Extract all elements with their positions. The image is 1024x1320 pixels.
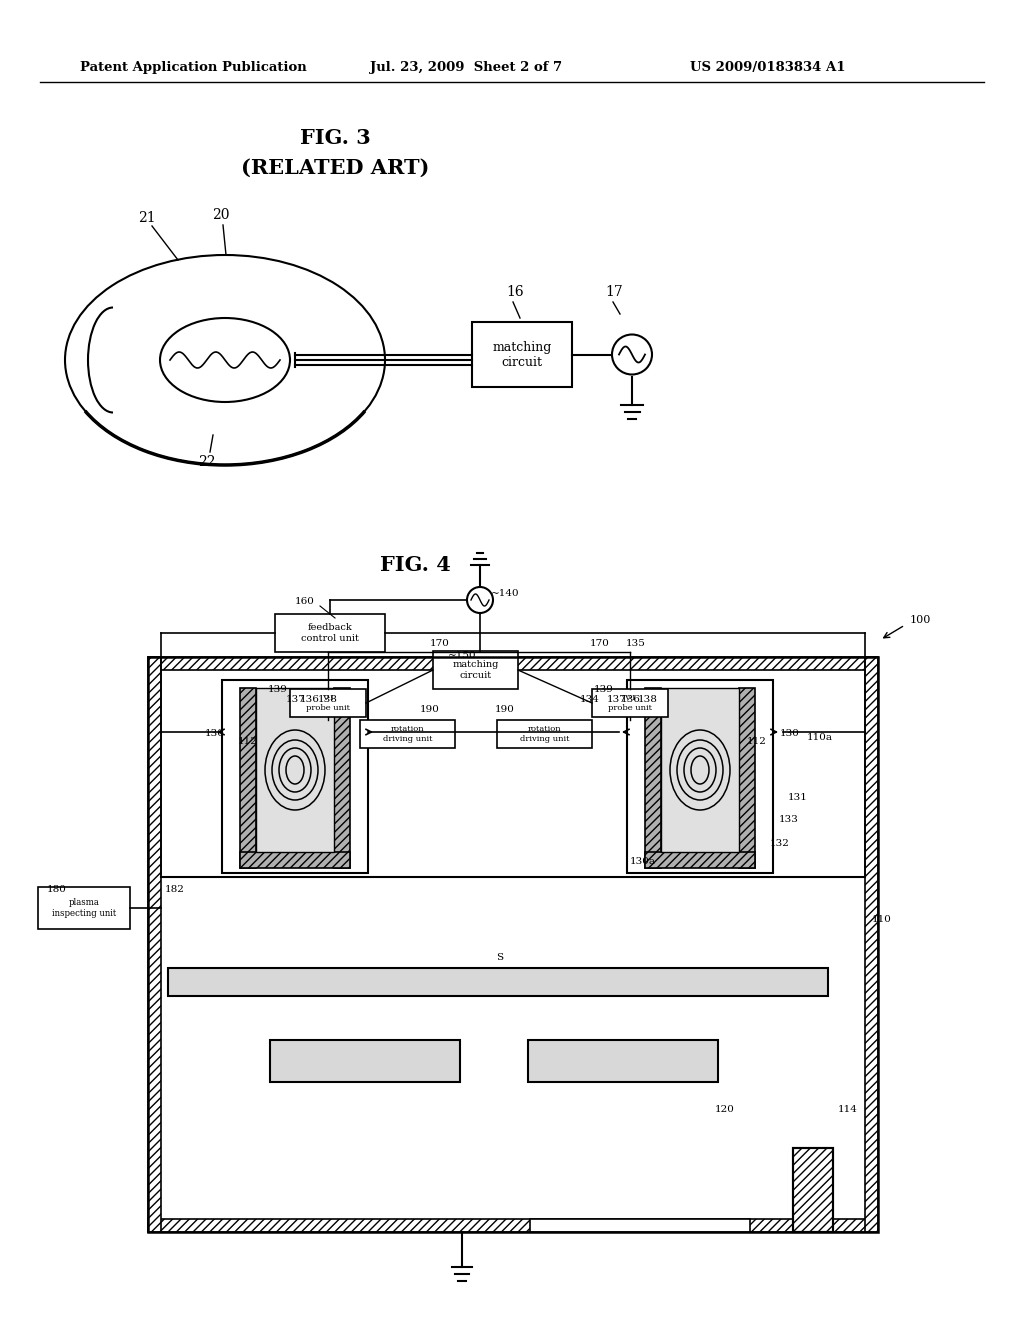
Bar xyxy=(360,719,455,748)
Text: FIG. 4: FIG. 4 xyxy=(380,554,451,576)
Text: 137: 137 xyxy=(286,696,306,705)
Text: Patent Application Publication: Patent Application Publication xyxy=(80,62,307,74)
Bar xyxy=(592,689,668,717)
Text: 130: 130 xyxy=(205,729,225,738)
Text: V-I
probe unit: V-I probe unit xyxy=(608,694,652,711)
Text: 170: 170 xyxy=(590,639,610,648)
Bar xyxy=(793,1148,833,1232)
Bar xyxy=(256,688,334,851)
Text: 130a: 130a xyxy=(630,858,656,866)
Circle shape xyxy=(612,334,652,375)
Bar xyxy=(645,688,662,869)
Text: 17: 17 xyxy=(605,285,623,300)
Bar xyxy=(645,851,755,869)
Bar xyxy=(148,1218,878,1232)
Text: 132: 132 xyxy=(770,838,790,847)
Bar xyxy=(627,680,773,873)
Text: ~150: ~150 xyxy=(447,651,476,660)
Text: 110a: 110a xyxy=(807,734,833,742)
Bar xyxy=(148,657,161,1232)
Text: 114: 114 xyxy=(838,1106,858,1114)
Text: 138: 138 xyxy=(318,696,338,705)
Text: 131: 131 xyxy=(788,793,808,803)
Bar xyxy=(240,851,350,869)
Text: plasma
inspecting unit: plasma inspecting unit xyxy=(52,899,116,917)
Text: 112: 112 xyxy=(748,738,767,747)
Bar xyxy=(168,968,828,997)
Text: rotation
driving unit: rotation driving unit xyxy=(520,726,569,743)
Bar xyxy=(38,887,130,929)
Bar xyxy=(148,657,878,1232)
Circle shape xyxy=(467,587,493,612)
Text: 180: 180 xyxy=(47,886,67,895)
Text: 135: 135 xyxy=(626,639,646,648)
Text: 139: 139 xyxy=(594,685,614,694)
Text: 100: 100 xyxy=(910,615,932,624)
Text: 190: 190 xyxy=(495,705,515,714)
Text: matching
circuit: matching circuit xyxy=(453,660,499,680)
Text: 190: 190 xyxy=(420,705,440,714)
Bar xyxy=(433,651,518,689)
Text: 110: 110 xyxy=(872,916,892,924)
Text: S: S xyxy=(497,953,504,962)
Text: 136: 136 xyxy=(300,696,319,705)
Text: matching
circuit: matching circuit xyxy=(493,341,552,368)
Text: 138: 138 xyxy=(638,696,658,705)
Bar xyxy=(290,689,366,717)
Bar xyxy=(497,719,592,748)
Bar xyxy=(530,1218,750,1232)
Bar xyxy=(472,322,572,387)
Text: V-I
probe unit: V-I probe unit xyxy=(306,694,350,711)
Text: 130: 130 xyxy=(780,729,800,738)
Text: 120: 120 xyxy=(715,1106,735,1114)
Bar xyxy=(275,614,385,652)
Text: 136: 136 xyxy=(622,696,641,705)
Text: 182: 182 xyxy=(165,886,185,895)
Bar xyxy=(148,657,878,671)
Text: 170: 170 xyxy=(430,639,450,648)
Text: 21: 21 xyxy=(138,211,156,224)
Bar xyxy=(739,688,755,869)
Bar xyxy=(865,657,878,1232)
Text: feedback
control unit: feedback control unit xyxy=(301,623,359,643)
Text: 112: 112 xyxy=(238,738,258,747)
Text: (RELATED ART): (RELATED ART) xyxy=(241,158,429,178)
Text: 16: 16 xyxy=(506,285,523,300)
Bar xyxy=(662,688,739,851)
Text: FIG. 3: FIG. 3 xyxy=(300,128,371,148)
Text: 137: 137 xyxy=(607,696,627,705)
Text: US 2009/0183834 A1: US 2009/0183834 A1 xyxy=(690,62,846,74)
Text: rotation
driving unit: rotation driving unit xyxy=(383,726,432,743)
Text: 133: 133 xyxy=(779,816,799,825)
Bar xyxy=(334,688,350,869)
Bar xyxy=(528,1040,718,1082)
Text: 139: 139 xyxy=(268,685,288,694)
Text: 134: 134 xyxy=(580,696,600,705)
Bar xyxy=(793,1148,833,1232)
Text: 22: 22 xyxy=(198,455,215,469)
Text: Jul. 23, 2009  Sheet 2 of 7: Jul. 23, 2009 Sheet 2 of 7 xyxy=(370,62,562,74)
Text: ~140: ~140 xyxy=(490,590,519,598)
Text: 160: 160 xyxy=(295,597,315,606)
Bar xyxy=(240,688,256,869)
Text: 20: 20 xyxy=(212,209,229,222)
Bar xyxy=(222,680,368,873)
Bar xyxy=(270,1040,460,1082)
